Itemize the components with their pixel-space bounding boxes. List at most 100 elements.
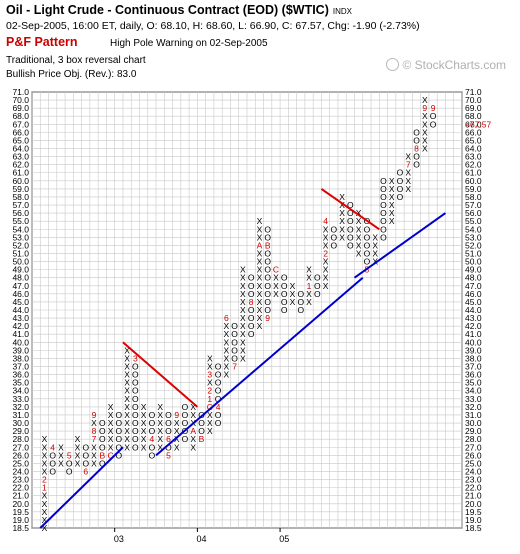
o-box: O [165,418,172,428]
y-tick-label-right: 62.0 [465,160,482,170]
resistance-trendline [320,188,380,231]
x-axis: 03 04 05 [114,528,289,544]
y-tick-label-right: 35.0 [465,378,482,388]
x-box: X [207,410,213,420]
x-tick-label: 05 [279,534,289,544]
o-box: O [380,192,387,202]
x-box: X [42,450,48,460]
o-box: O [99,442,106,452]
o-box: O [297,297,304,307]
y-tick-label-right: 43.0 [465,313,482,323]
y-tick-label-left: 51.0 [12,248,29,258]
o-box: O [132,426,139,436]
x-box: X [257,265,263,275]
x-box: X [339,216,345,226]
y-tick-label-right: 18.5 [465,523,482,533]
x-box: X [124,418,130,428]
o-box: O [297,289,304,299]
x-box: X [42,507,48,517]
x-box: X [323,240,329,250]
y-tick-label-left: 25.0 [12,458,29,468]
month-mark: 6 [224,313,229,323]
o-box: O [331,224,338,234]
chart-title-text: Oil - Light Crude - Continuous Contract … [6,3,329,17]
o-box: O [99,426,106,436]
y-tick-label-left: 30.0 [12,418,29,428]
y-tick-label-right: 46.0 [465,289,482,299]
month-mark: B [265,240,271,250]
o-box: O [380,176,387,186]
y-tick-label-right: 71.0 [465,87,482,97]
o-box: O [132,410,139,420]
x-box: X [339,232,345,242]
x-box: X [207,353,213,363]
x-box: X [240,345,246,355]
x-box: X [422,135,428,145]
o-box: O [231,321,238,331]
x-box: X [372,257,378,267]
y-tick-label-right: 56.0 [465,208,482,218]
month-mark: 8 [414,144,419,154]
x-box: X [75,434,81,444]
y-tick-label-right: 29.0 [465,426,482,436]
x-box: X [257,216,263,226]
y-tick-label-right: 27.0 [465,442,482,452]
x-box: X [405,152,411,162]
x-box: X [174,426,180,436]
y-tick-label-left: 22.0 [12,483,29,493]
o-box: O [281,305,288,315]
month-mark: C [107,450,113,460]
x-box: X [405,184,411,194]
x-box: X [190,442,196,452]
x-box: X [240,353,246,363]
pf-pattern-label: P&F Pattern [6,35,78,49]
x-box: X [124,345,130,355]
o-box: O [116,450,123,460]
x-box: X [207,362,213,372]
x-box: X [240,329,246,339]
o-box: O [231,337,238,347]
x-box: X [108,402,114,412]
y-tick-label-right: 39.0 [465,345,482,355]
o-box: O [49,450,56,460]
x-box: X [323,281,329,291]
y-tick-label-right: 49.0 [465,265,482,275]
o-box: O [264,224,271,234]
chart-method: Traditional, 3 box reversal chart [6,55,146,66]
x-box: X [141,402,147,412]
x-box: X [323,265,329,275]
x-box: X [141,418,147,428]
x-box: X [91,442,97,452]
x-box: X [240,313,246,323]
exchange-label: INDX [332,7,353,16]
y-tick-label-left: 36.0 [12,370,29,380]
y-tick-label-right: 50.0 [465,257,482,267]
x-box: X [389,184,395,194]
x-box: X [422,95,428,105]
x-box: X [58,442,64,452]
x-box: X [257,232,263,242]
y-tick-label-left: 45.0 [12,297,29,307]
x-box: X [124,378,130,388]
y-tick-label-left: 35.0 [12,378,29,388]
x-box: X [157,410,163,420]
month-mark: A [257,240,263,250]
y-tick-label-left: 55.0 [12,216,29,226]
y-tick-label-left: 33.0 [12,394,29,404]
y-tick-label-right: 28.0 [465,434,482,444]
x-box: X [157,442,163,452]
x-box: X [356,240,362,250]
o-box: O [82,458,89,468]
o-box: O [264,305,271,315]
y-tick-label-left: 41.0 [12,329,29,339]
o-box: O [99,418,106,428]
y-tick-label-left: 31.0 [12,410,29,420]
x-box: X [306,273,312,283]
o-box: O [165,426,172,436]
stockcharts-brand-text: © StockCharts.com [402,58,506,72]
month-mark: 8 [249,297,254,307]
x-box: X [240,265,246,275]
y-tick-label-right: 59.0 [465,184,482,194]
y-tick-label-left: 62.0 [12,160,29,170]
y-tick-label-right: 24.0 [465,466,482,476]
